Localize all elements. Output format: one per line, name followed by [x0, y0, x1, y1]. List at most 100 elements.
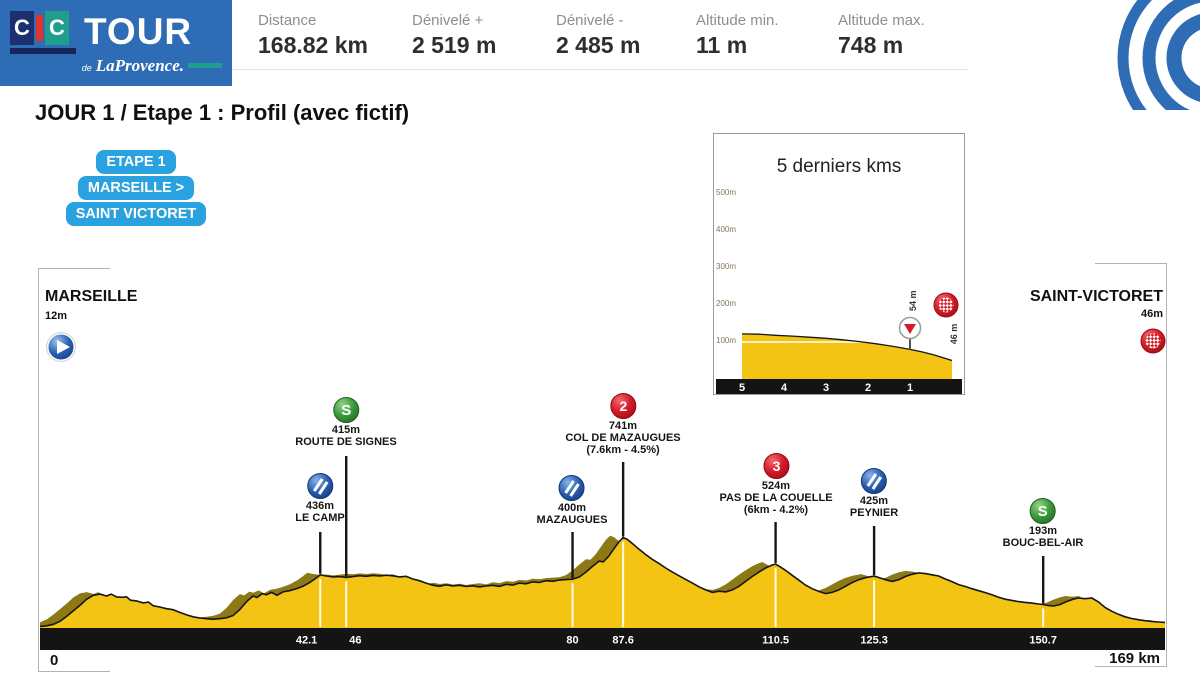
marker-bouc-bel-air: S 193m BOUC-BEL-AIR [1002, 497, 1084, 549]
stat-altitude-min: Altitude min. 11 m [696, 12, 779, 59]
km-tick-label: 42.1 [296, 635, 317, 647]
inset-finish-checker [938, 297, 954, 313]
inset-xtick-label: 3 [823, 382, 829, 394]
stat-value: 2 485 m [556, 32, 641, 58]
inset-xtick-label: 1 [907, 382, 913, 394]
finish-altitude-label: 46m [1140, 308, 1163, 320]
stat-value: 11 m [696, 32, 748, 58]
start-city-label: MARSEILLE [45, 288, 138, 305]
marker-route-de-signes: S 415m ROUTE DE SIGNES [295, 396, 397, 448]
marker-name: PAS DE LA COUELLE [719, 492, 833, 504]
provence-wordmark: LaProvence. [95, 55, 184, 75]
stage-badge-line: MARSEILLE > [77, 176, 195, 200]
finish-marker-icon [1140, 328, 1166, 354]
stage-badge: ETAPE 1 MARSEILLE > SAINT VICTORET [56, 150, 216, 226]
profile-outline [39, 536, 1166, 628]
svg-text:2: 2 [619, 398, 627, 414]
marker-name: MAZAUGUES [536, 514, 608, 526]
finish-city-label: SAINT-VICTORET [1029, 288, 1163, 305]
axis-start-label: 0 [50, 652, 59, 669]
stat-label: Altitude min. [696, 12, 779, 29]
marker-col-de-mazaugues: 2 741m COL DE MAZAUGUES (7.6km - 4.5%) [565, 392, 681, 456]
stat-value: 2 519 m [412, 32, 497, 58]
marker-name: PEYNIER [849, 507, 899, 519]
cic-letter: C [10, 10, 34, 45]
chart-border-left [38, 268, 39, 672]
km-tick-label: 150.7 [1029, 635, 1057, 647]
km-tick-label: 87.6 [612, 635, 633, 647]
sprint-icon: S [333, 397, 359, 423]
event-logo: C C TOUR de LaProvence. [0, 0, 232, 86]
inset-finish-altitude-label: 46 m [949, 324, 959, 345]
stat-label: Dénivelé + [412, 12, 484, 29]
stat-label: Distance [258, 12, 317, 29]
svg-text:S: S [1038, 503, 1048, 520]
logo-teal-bar [188, 63, 222, 68]
marker-name: ROUTE DE SIGNES [295, 436, 397, 448]
flamme-altitude-label: 54 m [908, 290, 918, 311]
cic-red-bar-icon [36, 14, 43, 41]
stage-badge-line: SAINT VICTORET [65, 202, 207, 226]
marker-detail: (7.6km - 4.5%) [586, 444, 660, 456]
cic-underline [10, 47, 76, 54]
marker-altitude: 436m [305, 500, 335, 512]
marker-altitude: 741m [608, 420, 638, 432]
inset-ytick: 500m [716, 188, 737, 197]
km-tick-label: 80 [566, 635, 578, 647]
inset-profile-chart: 5 4 3 2 1 54 m 46 m [716, 290, 962, 394]
category-3-climb-icon: 3 [763, 453, 789, 479]
cic-letter: C [45, 10, 69, 45]
marker-altitude: 524m [761, 480, 791, 492]
marker-pas-de-la-couelle: 3 524m PAS DE LA COUELLE (6km - 4.2%) [719, 452, 833, 516]
stat-label: Dénivelé - [556, 12, 624, 29]
stat-value: 748 m [838, 32, 904, 58]
chart-corner-topright [1095, 263, 1167, 264]
inset-xtick-label: 2 [865, 382, 871, 394]
info-point-icon [307, 473, 333, 499]
marker-name: BOUC-BEL-AIR [1002, 537, 1084, 549]
stat-label: Altitude max. [838, 12, 925, 29]
inset-ytick: 100m [716, 336, 737, 345]
marker-altitude: 193m [1028, 525, 1058, 537]
inset-profile-area [742, 333, 952, 379]
sprint-icon: S [1029, 498, 1056, 524]
chart-corner-bottomright [1095, 666, 1167, 667]
km-tick-label: 110.5 [762, 635, 789, 647]
marker-mazaugues: 400m MAZAUGUES [536, 474, 608, 526]
inset-ytick: 200m [716, 299, 737, 308]
start-altitude-label: 12m [45, 310, 68, 322]
inset-title: 5 derniers kms [776, 156, 902, 177]
marker-altitude: 425m [859, 495, 889, 507]
stage-badge-line: ETAPE 1 [96, 150, 176, 174]
last-5km-inset-panel: 5 derniers kms 500m 400m 300m 200m 100m … [713, 133, 965, 395]
logo-de: de [81, 62, 92, 73]
marker-name: COL DE MAZAUGUES [565, 432, 681, 444]
info-point-icon [558, 475, 585, 501]
swirl-decoration-icon [1117, 0, 1200, 110]
chart-border-right [1166, 263, 1167, 667]
stat-elevation-gain: Dénivelé + 2 519 m [412, 12, 496, 59]
marker-altitude: 415m [331, 424, 361, 436]
svg-text:S: S [341, 402, 351, 419]
inset-axis-bar [716, 379, 962, 394]
marker-le-camp: 436m LE CAMP [295, 472, 345, 524]
cic-logo: C C [10, 10, 76, 54]
page-title: JOUR 1 / Etape 1 : Profil (avec fictif) [35, 100, 410, 125]
inset-xtick-label: 5 [739, 382, 745, 394]
start-marker-icon [46, 332, 76, 362]
header-divider [232, 69, 968, 70]
km-axis-bar [40, 628, 1165, 650]
stat-altitude-max: Altitude max. 748 m [838, 12, 925, 59]
category-2-climb-icon: 2 [610, 393, 636, 419]
stat-distance: Distance 168.82 km [258, 12, 368, 59]
info-point-icon [860, 468, 887, 494]
tour-wordmark: TOUR [84, 11, 193, 52]
inset-ytick: 400m [716, 225, 737, 234]
inset-profile-outline [741, 333, 953, 362]
axis-end-label: 169 km [1109, 650, 1160, 667]
svg-text:3: 3 [772, 458, 780, 474]
marker-peynier: 425m PEYNIER [850, 467, 898, 519]
stat-elevation-loss: Dénivelé - 2 485 m [556, 12, 640, 59]
